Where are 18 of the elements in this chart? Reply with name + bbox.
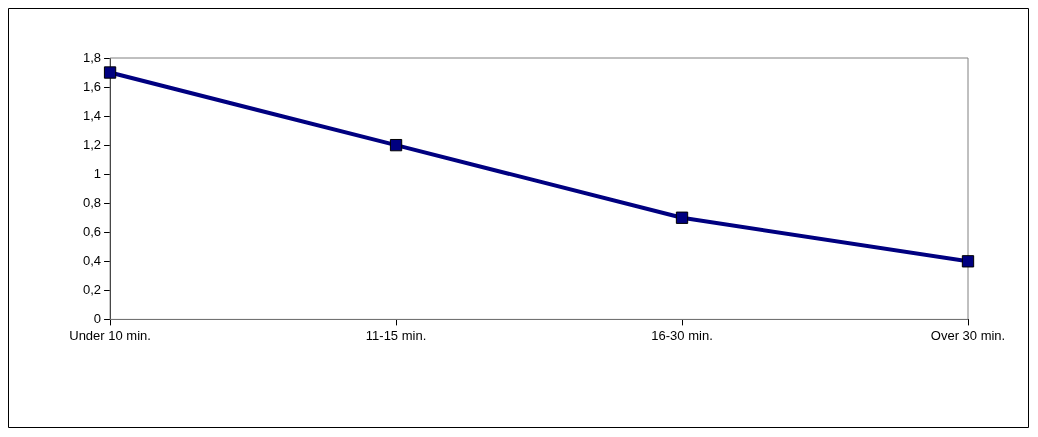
x-tick-label: Over 30 min. <box>930 327 1006 343</box>
y-tick-label: 0,6 <box>82 223 102 239</box>
point <box>103 66 117 79</box>
y-tick-label: 1,4 <box>82 107 102 123</box>
y-tick-label: 0,4 <box>82 252 102 268</box>
y-tick-label: 0 <box>93 310 102 326</box>
point <box>389 138 403 152</box>
y-tick-label: 0,8 <box>82 194 102 210</box>
point <box>675 211 689 224</box>
y-tick-label: 1,6 <box>82 78 102 94</box>
x-tick-label: 16-30 min. <box>651 327 713 343</box>
y-tick-label: 0,2 <box>82 281 102 297</box>
x-tick-label: 11-15 min. <box>365 327 427 343</box>
point <box>961 255 975 268</box>
y-tick-label: 1,8 <box>82 49 102 65</box>
x-tick-label: Under 10 min. <box>69 327 151 343</box>
y-tick-label: 1 <box>93 165 102 181</box>
y-tick-label: 1,2 <box>82 136 102 152</box>
